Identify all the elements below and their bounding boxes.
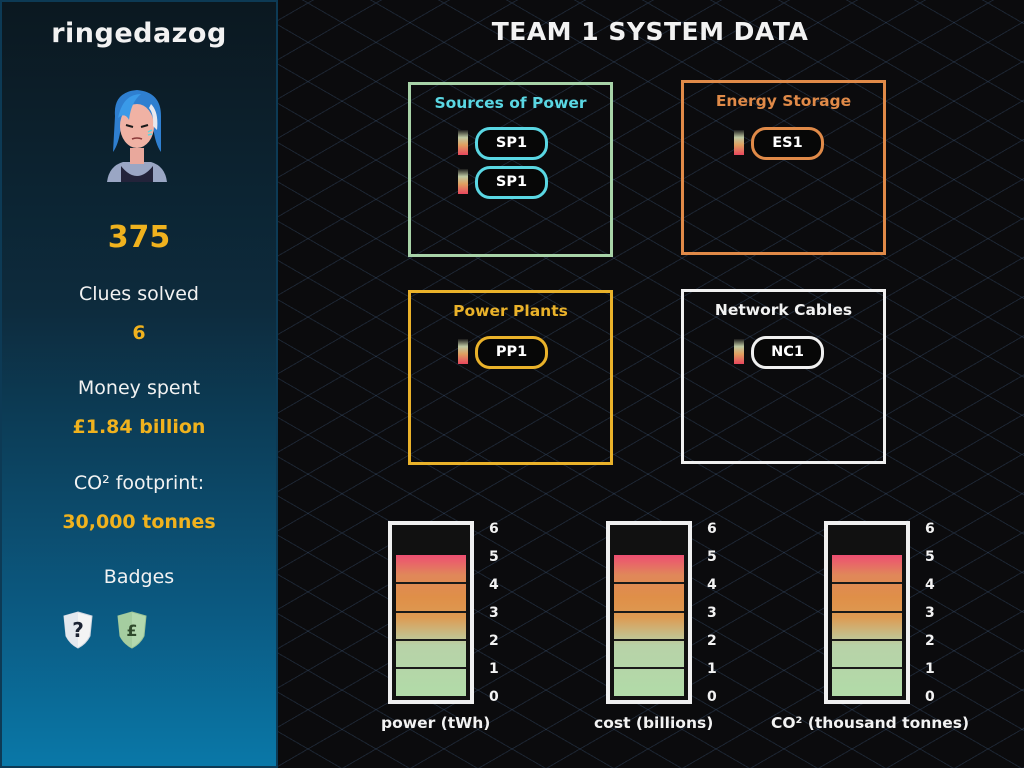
component-level-bar xyxy=(458,169,468,194)
clues-solved-label: Clues solved xyxy=(78,283,199,305)
component-label[interactable]: SP1 xyxy=(475,166,548,199)
gauge-tick-label: 0 xyxy=(925,689,935,705)
gauge-tick-label: 0 xyxy=(707,689,717,705)
gauge-fill xyxy=(614,555,684,696)
component-label[interactable]: ES1 xyxy=(751,127,824,160)
pound-shield-icon[interactable]: £ xyxy=(116,610,148,650)
gauge-tick-label: 4 xyxy=(925,577,935,593)
co2-gauge-label: CO² (thousand tonnes) xyxy=(771,714,970,732)
gauge-fill xyxy=(832,555,902,696)
panel-title: Power Plants xyxy=(453,302,568,320)
money-spent-value: £1.84 billion xyxy=(72,416,206,438)
question-shield-icon[interactable]: ? xyxy=(62,610,94,650)
component-level-bar xyxy=(734,130,744,155)
gauge-segment-divider xyxy=(396,582,466,585)
gauge-tick-label: 2 xyxy=(489,633,499,649)
gauge-tick-label: 3 xyxy=(707,605,717,621)
power-plants-panel: Power Plants PP1 xyxy=(408,290,613,465)
badge-glyph: ? xyxy=(72,618,84,642)
gauge-segment-divider xyxy=(614,666,684,669)
gauge-tick-label: 0 xyxy=(489,689,499,705)
power-gauge-label: power (tWh) xyxy=(381,714,491,732)
username: ringedazog xyxy=(51,18,227,49)
cost-gauge xyxy=(606,521,692,704)
power-gauge xyxy=(388,521,474,704)
gauge-segment-divider xyxy=(614,582,684,585)
component-level-bar xyxy=(458,339,468,364)
gauge-segment-divider xyxy=(832,666,902,669)
gauge-tick-label: 1 xyxy=(707,661,717,677)
co2-gauge xyxy=(824,521,910,704)
co2-footprint-label: CO² footprint: xyxy=(73,472,205,494)
player-avatar-icon xyxy=(107,90,167,182)
money-spent-label: Money spent xyxy=(77,377,201,399)
gauge-tick-label: 4 xyxy=(489,577,499,593)
cost-gauge-label: cost (billions) xyxy=(594,714,714,732)
panel-title: Network Cables xyxy=(714,301,853,319)
component-label[interactable]: PP1 xyxy=(475,336,548,369)
score-value: 375 xyxy=(107,220,171,255)
gauge-segment-divider xyxy=(832,582,902,585)
panel-title: Sources of Power xyxy=(434,94,587,112)
gauge-segment-divider xyxy=(614,610,684,613)
gauge-segment-divider xyxy=(832,638,902,641)
co2-footprint-value: 30,000 tonnes xyxy=(62,511,216,533)
clues-solved-value: 6 xyxy=(132,322,146,344)
component-level-bar xyxy=(458,130,468,155)
page-title: TEAM 1 SYSTEM DATA xyxy=(491,17,809,46)
gauge-segment-divider xyxy=(396,666,466,669)
gauge-tick-label: 5 xyxy=(707,549,717,565)
gauge-segment-divider xyxy=(396,610,466,613)
gauge-tick-label: 2 xyxy=(707,633,717,649)
panel-title: Energy Storage xyxy=(715,92,852,110)
gauge-tick-label: 3 xyxy=(489,605,499,621)
component-label[interactable]: SP1 xyxy=(475,127,548,160)
gauge-tick-label: 2 xyxy=(925,633,935,649)
gauge-tick-label: 5 xyxy=(925,549,935,565)
badge-glyph: £ xyxy=(126,621,137,640)
gauge-tick-label: 1 xyxy=(489,661,499,677)
gauge-segment-divider xyxy=(832,610,902,613)
gauge-tick-label: 6 xyxy=(925,521,935,537)
gauge-tick-label: 6 xyxy=(489,521,499,537)
badges-label: Badges xyxy=(103,566,175,588)
network-cables-panel: Network Cables NC1 xyxy=(681,289,886,464)
gauge-tick-label: 6 xyxy=(707,521,717,537)
gauge-tick-label: 4 xyxy=(707,577,717,593)
gauge-segment-divider xyxy=(614,638,684,641)
energy-storage-panel: Energy Storage ES1 xyxy=(681,80,886,255)
player-sidebar: ringedazog 375 Clues solved 6 Money spen… xyxy=(0,0,278,768)
component-label[interactable]: NC1 xyxy=(751,336,824,369)
sources-of-power-panel: Sources of Power SP1 SP1 xyxy=(408,82,613,257)
gauge-fill xyxy=(396,555,466,696)
gauge-tick-label: 5 xyxy=(489,549,499,565)
component-level-bar xyxy=(734,339,744,364)
gauge-tick-label: 1 xyxy=(925,661,935,677)
gauge-segment-divider xyxy=(396,638,466,641)
gauge-tick-label: 3 xyxy=(925,605,935,621)
